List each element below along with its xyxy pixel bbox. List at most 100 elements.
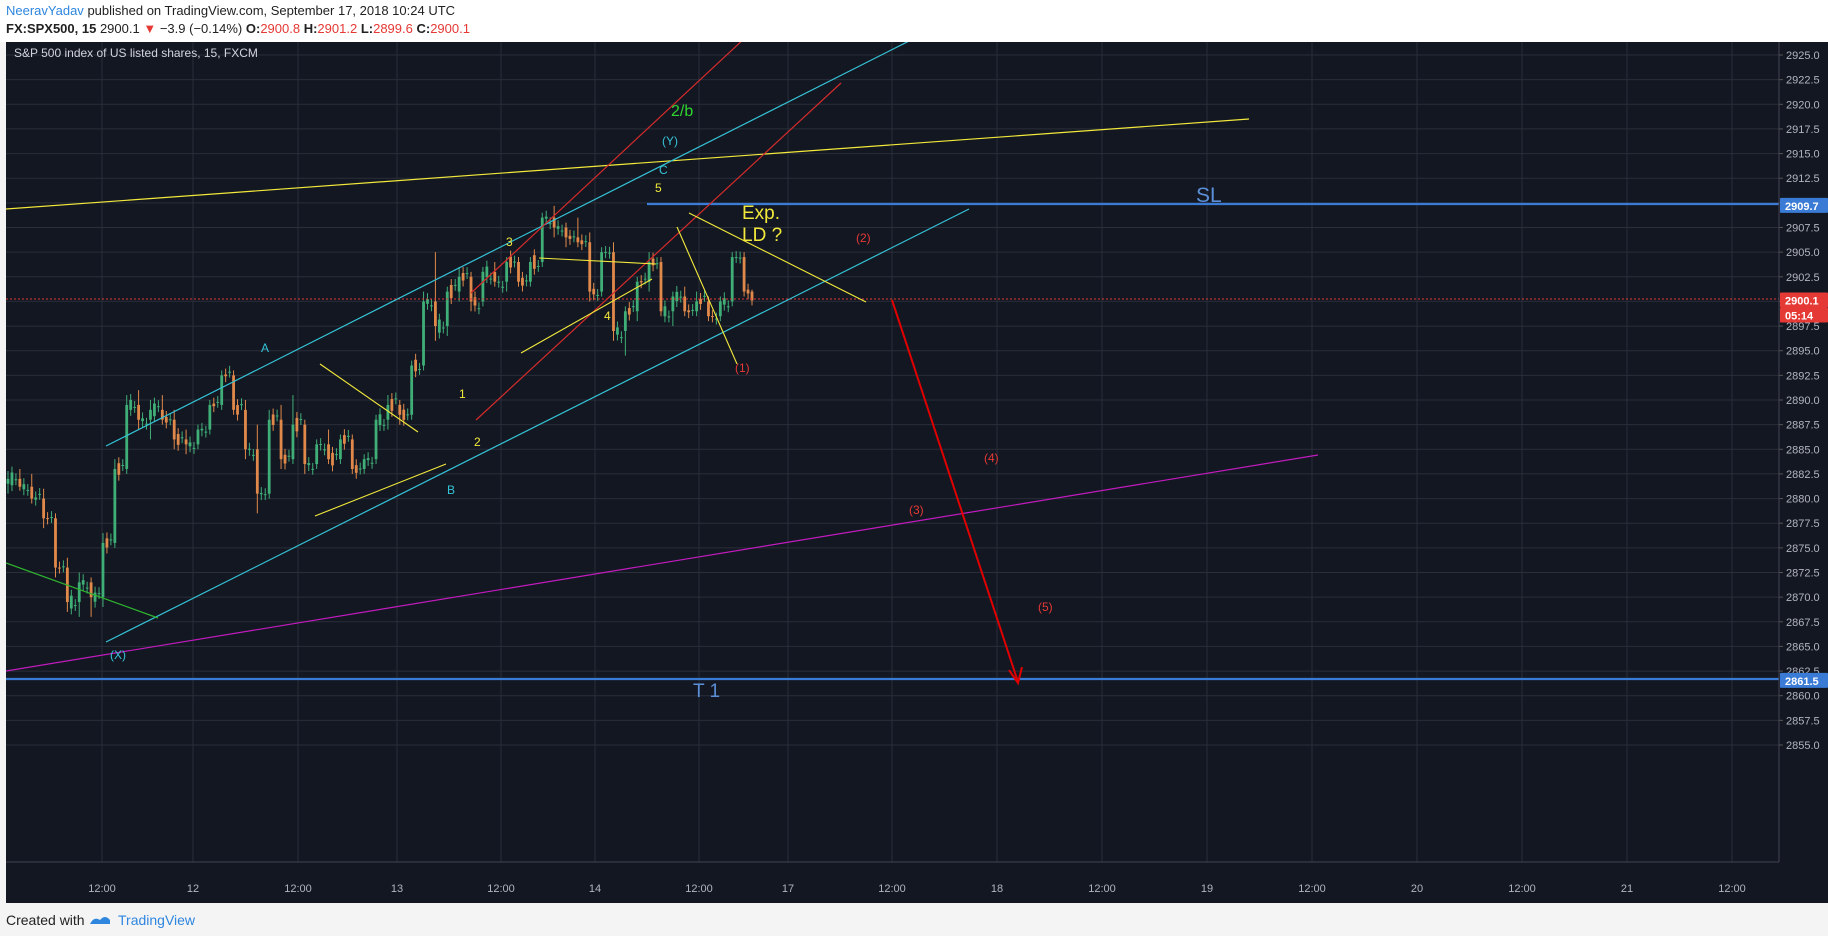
candle (699, 292, 702, 310)
candle (406, 408, 410, 421)
candle (612, 242, 615, 341)
svg-text:05:14: 05:14 (1785, 310, 1814, 322)
candle (461, 267, 465, 287)
candle (517, 257, 520, 287)
wave-label: 2/b (671, 103, 693, 120)
candle (14, 473, 18, 486)
candle (113, 459, 117, 548)
candle (552, 205, 556, 238)
low-value: 2899.6 (373, 21, 413, 36)
candle (283, 448, 287, 470)
y-tick-label: 2882.5 (1786, 469, 1820, 481)
wave-label: LD ? (742, 225, 782, 246)
candle (259, 487, 263, 501)
candle (477, 302, 481, 315)
candle (683, 286, 687, 317)
candle (315, 439, 319, 469)
y-tick-label: 2865.0 (1786, 641, 1820, 653)
candle (133, 400, 137, 413)
wave-label: 5 (655, 181, 662, 195)
candle (232, 370, 235, 415)
wave-label: C (659, 163, 668, 177)
candle (742, 252, 746, 297)
triangle-line (520, 278, 653, 354)
wave-label: A (261, 341, 269, 355)
y-tick-label: 2877.5 (1786, 518, 1820, 530)
candle (568, 229, 572, 245)
candle (588, 232, 592, 302)
candle (156, 400, 160, 413)
wave-labels: (X) A B 1 2 3 4 5 C (Y) 2/b Exp.LD ? (1) (2) (3) (4) (5)… (110, 103, 1222, 702)
time-axis[interactable]: 12:00 12 12:00 13 12:00 14 12:00 17 12:00 18 12:00… (6, 861, 1779, 895)
candle (647, 252, 651, 292)
candle (125, 395, 129, 474)
y-tick-label: 2872.5 (1786, 568, 1820, 580)
y-tick-label: 2922.5 (1786, 75, 1820, 87)
publish-line: NeeravYadav published on TradingView.com… (6, 3, 455, 18)
candle (445, 286, 449, 336)
candle (85, 581, 89, 594)
y-tick-label: 2875.0 (1786, 543, 1820, 555)
candle (287, 449, 291, 462)
candle (93, 586, 97, 608)
quote-line: FX:SPX500, 15 2900.1 ▼ −3.9 (−0.14%) O:2… (6, 21, 470, 36)
candle (319, 438, 323, 451)
candle (659, 257, 663, 317)
candle (311, 462, 315, 475)
wave-label: B (447, 483, 455, 497)
x-tick-label: 20 (1411, 883, 1423, 895)
y-tick-label: 2917.5 (1786, 124, 1820, 136)
candle (410, 360, 414, 420)
candle (89, 577, 93, 617)
x-tick-label: 12:00 (88, 883, 116, 895)
y-tick-label: 2890.0 (1786, 395, 1820, 407)
x-tick-label: 12:00 (1298, 883, 1326, 895)
chart-area[interactable]: (X) A B 1 2 3 4 5 C (Y) 2/b Exp. LD ? (1) (2) (3) (4) (5)… (5, 36, 1828, 903)
candle (117, 457, 121, 481)
y-tick-label: 2902.5 (1786, 272, 1820, 284)
wave-label: Exp. (742, 203, 780, 224)
chart-header: NeeravYadav published on TradingView.com… (0, 0, 1828, 42)
y-tick-label: 2855.0 (1786, 740, 1820, 752)
candle (168, 413, 172, 426)
candle (346, 429, 350, 442)
candle (635, 276, 639, 322)
y-tick-label: 2907.5 (1786, 223, 1820, 235)
candle (722, 292, 726, 311)
candle (378, 408, 382, 432)
price-marker: 2900.1 (1780, 292, 1828, 308)
candle (295, 412, 299, 438)
candle (224, 368, 228, 383)
candle (149, 400, 152, 440)
svg-text:2861.5: 2861.5 (1785, 676, 1819, 688)
candle (180, 431, 184, 444)
price-axis[interactable]: 2925.02922.52920.02917.52915.02912.52910… (1778, 42, 1828, 862)
candle (418, 363, 421, 375)
tradingview-link[interactable]: TradingView (118, 912, 196, 928)
svg-text:2909.7: 2909.7 (1785, 201, 1819, 213)
candle (394, 392, 398, 405)
candle (255, 424, 259, 514)
author-link[interactable]: NeeravYadav (6, 3, 84, 18)
wave-label: (1) (735, 361, 750, 375)
candle (374, 414, 378, 465)
candle (687, 304, 691, 319)
wave-label: (X) (110, 648, 126, 662)
candle (564, 222, 568, 248)
candle (299, 413, 303, 425)
candle (430, 299, 433, 312)
candle (473, 291, 477, 312)
y-tick-label: 2867.5 (1786, 617, 1820, 629)
candle (248, 442, 251, 456)
candle (200, 422, 204, 437)
candle (596, 288, 600, 301)
low-label: L: (360, 21, 374, 36)
y-tick-label: 2895.0 (1786, 346, 1820, 358)
candle (513, 255, 516, 268)
wave-label: (5) (1038, 600, 1053, 614)
level-label: SL (1196, 184, 1222, 207)
candle (726, 300, 730, 313)
candle (228, 365, 232, 378)
candle (497, 275, 501, 288)
